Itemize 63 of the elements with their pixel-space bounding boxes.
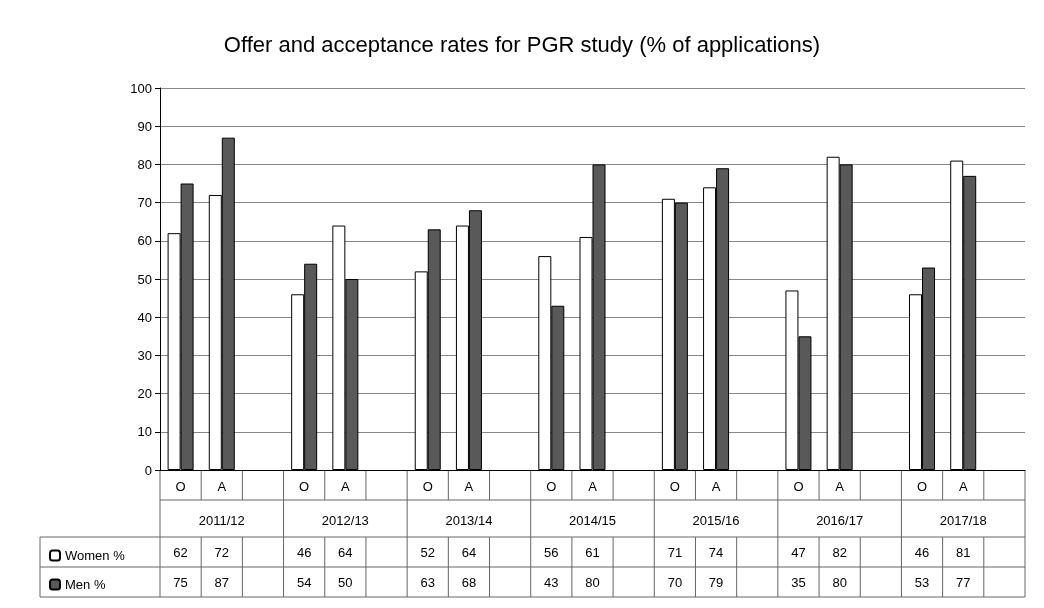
data-label: 61 bbox=[585, 544, 600, 560]
data-label: 43 bbox=[544, 574, 559, 590]
data-label: 54 bbox=[296, 574, 312, 590]
y-tick-label: 0 bbox=[144, 462, 152, 478]
y-tick-label: 100 bbox=[130, 80, 152, 96]
x-tick-label: O bbox=[669, 479, 680, 494]
text: 2013/14 bbox=[445, 513, 493, 528]
data-label: 46 bbox=[914, 544, 930, 560]
x-tick-label: O bbox=[916, 479, 928, 494]
text: 2015/16 bbox=[692, 513, 740, 528]
data-label: 68 bbox=[461, 574, 477, 590]
x-tick-label: O bbox=[175, 479, 186, 494]
x-tick-label: O bbox=[422, 479, 433, 494]
y-tick-label: 80 bbox=[137, 156, 152, 172]
y-tick-label: 50 bbox=[137, 271, 152, 287]
text: 2017/18 bbox=[939, 513, 987, 528]
text: 2011/12 bbox=[198, 513, 245, 528]
x-tick-label: O bbox=[546, 479, 557, 494]
data-label: 62 bbox=[173, 544, 188, 560]
data-label: 75 bbox=[173, 574, 188, 590]
y-tick-label: 40 bbox=[137, 309, 152, 325]
y-tick-label: 30 bbox=[137, 347, 152, 363]
y-tick-label: 10 bbox=[137, 424, 152, 440]
legend-label: Men % bbox=[65, 577, 106, 592]
x-tick-label: A bbox=[464, 479, 474, 494]
data-label: 79 bbox=[708, 574, 724, 590]
data-label: 72 bbox=[214, 544, 230, 560]
x-tick-label: A bbox=[217, 479, 227, 494]
data-label: 81 bbox=[955, 544, 971, 560]
x-tick-label: A bbox=[835, 479, 845, 494]
x-tick-label: O bbox=[299, 479, 310, 494]
data-label: 56 bbox=[544, 544, 559, 560]
y-tick-label: 60 bbox=[137, 233, 152, 249]
x-tick-label: A bbox=[588, 479, 598, 494]
x-tick-label: O bbox=[793, 479, 804, 494]
data-label: 71 bbox=[667, 544, 683, 560]
text: 2016/17 bbox=[816, 513, 864, 528]
data-label: 63 bbox=[420, 574, 435, 590]
data-label: 64 bbox=[338, 544, 353, 560]
x-tick-label: A bbox=[341, 479, 351, 494]
text: 2014/15 bbox=[569, 513, 616, 528]
data-label: 50 bbox=[338, 574, 353, 590]
y-tick-label: 20 bbox=[137, 386, 152, 402]
chart-title: Offer and acceptance rates for PGR study (% of applications) bbox=[223, 31, 821, 57]
data-label: 74 bbox=[708, 544, 724, 560]
x-tick-label: A bbox=[711, 479, 721, 494]
text: 2012/13 bbox=[321, 513, 369, 528]
y-tick-label: 90 bbox=[137, 118, 152, 134]
data-label: 52 bbox=[420, 544, 435, 560]
data-label: 87 bbox=[214, 574, 230, 590]
data-label: 35 bbox=[791, 574, 806, 590]
data-label: 80 bbox=[585, 574, 600, 590]
data-label: 70 bbox=[667, 574, 683, 590]
x-tick-label: A bbox=[958, 479, 968, 494]
data-label: 64 bbox=[461, 544, 477, 560]
legend-label: Women % bbox=[65, 548, 126, 563]
data-label: 80 bbox=[832, 574, 847, 590]
y-tick-label: 70 bbox=[137, 195, 152, 211]
data-label: 53 bbox=[914, 574, 930, 590]
data-label: 46 bbox=[296, 544, 312, 560]
data-label: 47 bbox=[791, 544, 806, 560]
data-label: 82 bbox=[832, 544, 847, 560]
data-label: 77 bbox=[955, 574, 971, 590]
